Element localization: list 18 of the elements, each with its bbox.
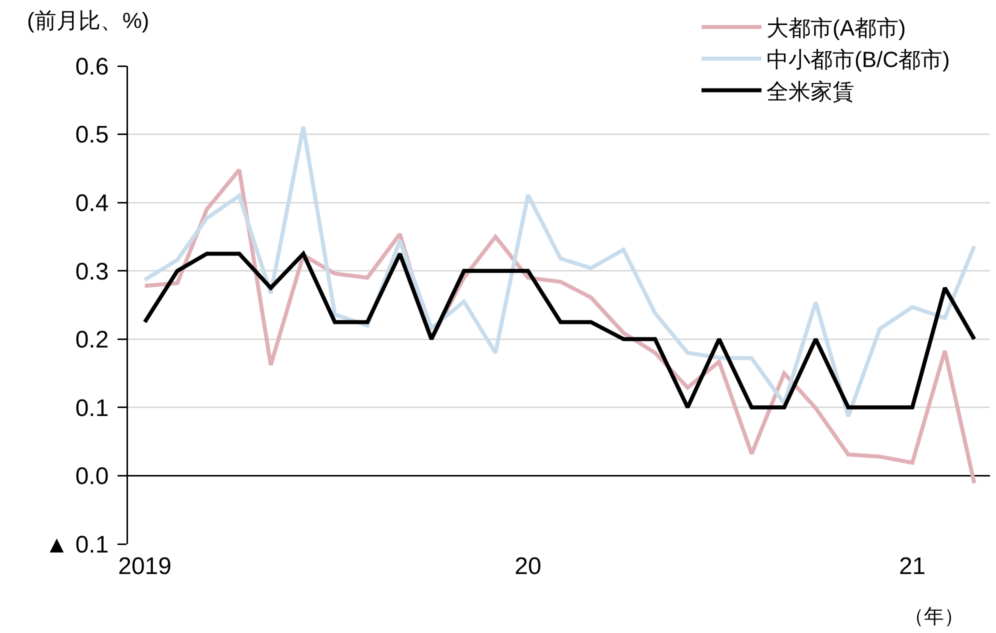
y-tick-label: 0.1 <box>75 394 109 422</box>
line-series <box>142 252 976 410</box>
line-series <box>142 124 976 418</box>
y-tick-label: 0.6 <box>75 53 109 80</box>
y-tick-label: 0.5 <box>75 122 109 149</box>
y-tick-label: ▲ 0.1 <box>44 531 109 558</box>
y-tick-label: 0.3 <box>75 258 109 286</box>
y-tick-label: 0.4 <box>75 190 109 217</box>
legend-label: 中小都市(B/C都市) <box>766 47 950 72</box>
x-tick-label: 2019 <box>118 552 172 580</box>
y-tick-label: 0.0 <box>75 463 109 490</box>
y-tick-label: 0.2 <box>75 326 109 354</box>
x-axis-title: （年） <box>904 606 964 628</box>
y-axis-title: (前月比、%) <box>27 8 150 33</box>
x-tick-label: 20 <box>514 552 542 580</box>
legend-label: 大都市(A都市) <box>766 16 906 41</box>
legend-label: 全米家賃 <box>766 78 855 104</box>
x-tick-label: 21 <box>898 552 926 580</box>
